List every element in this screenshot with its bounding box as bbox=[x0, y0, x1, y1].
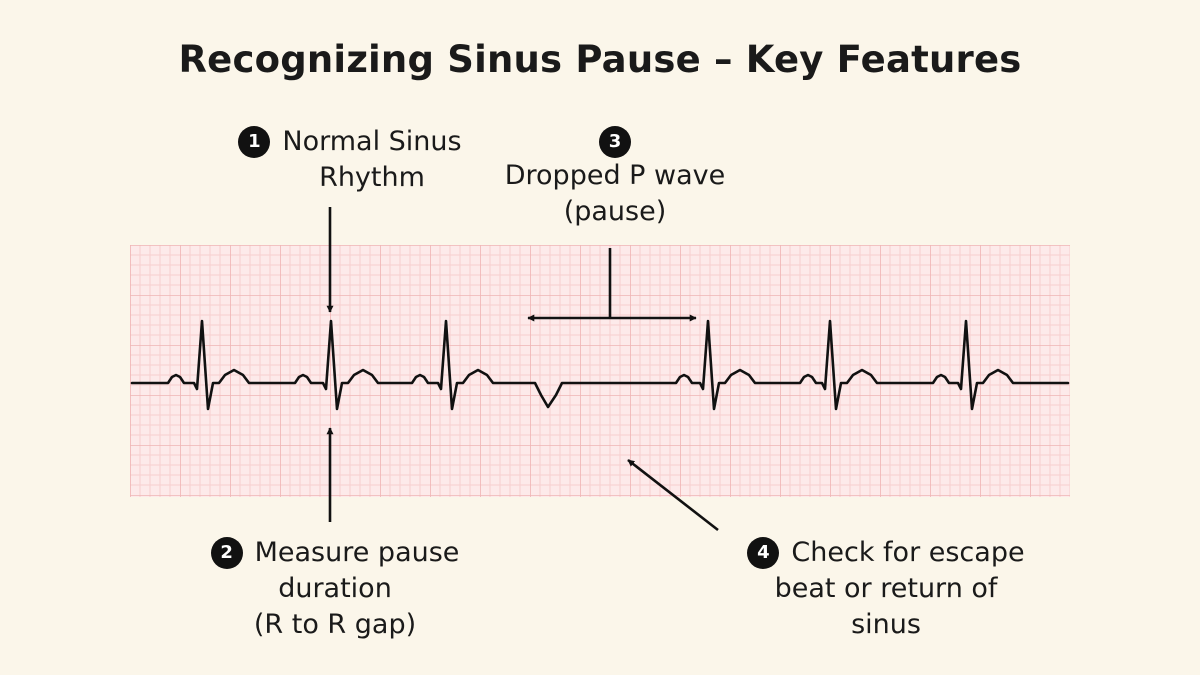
diagram-title: Recognizing Sinus Pause – Key Features bbox=[178, 38, 1022, 81]
callout-escape-beat: 4 Check for escape beat or return of sin… bbox=[726, 535, 1046, 643]
callout-text-line: beat or return of bbox=[774, 573, 998, 604]
ecg-paper bbox=[130, 245, 1070, 497]
callout-normal-sinus-rhythm: 1 Normal Sinus Rhythm bbox=[215, 124, 485, 196]
callout-measure-pause-duration: 2 Measure pause duration (R to R gap) bbox=[190, 535, 480, 643]
callout-text-line: Dropped P wave bbox=[504, 160, 726, 191]
callout-text-line: sinus bbox=[851, 609, 921, 640]
callout-text-line: (R to R gap) bbox=[253, 609, 417, 640]
ecg-trace bbox=[130, 319, 1070, 411]
callout-text-line: (pause) bbox=[563, 196, 667, 227]
callout-number-badge: 1 bbox=[238, 126, 271, 158]
callout-text-line: Rhythm bbox=[319, 162, 425, 193]
callout-dropped-p-wave: 3 Dropped P wave (pause) bbox=[480, 126, 750, 230]
callout-number-badge: 2 bbox=[210, 537, 243, 569]
callout-number-badge: 4 bbox=[747, 537, 780, 569]
callout-text-line: Measure pause bbox=[254, 537, 460, 568]
callout-text-line: Normal Sinus bbox=[282, 126, 462, 157]
callout-number-badge: 3 bbox=[599, 126, 631, 158]
callout-text-line: duration bbox=[278, 573, 392, 604]
callout-text-line: Check for escape bbox=[791, 537, 1025, 568]
arrow-escape-beat bbox=[627, 458, 719, 532]
